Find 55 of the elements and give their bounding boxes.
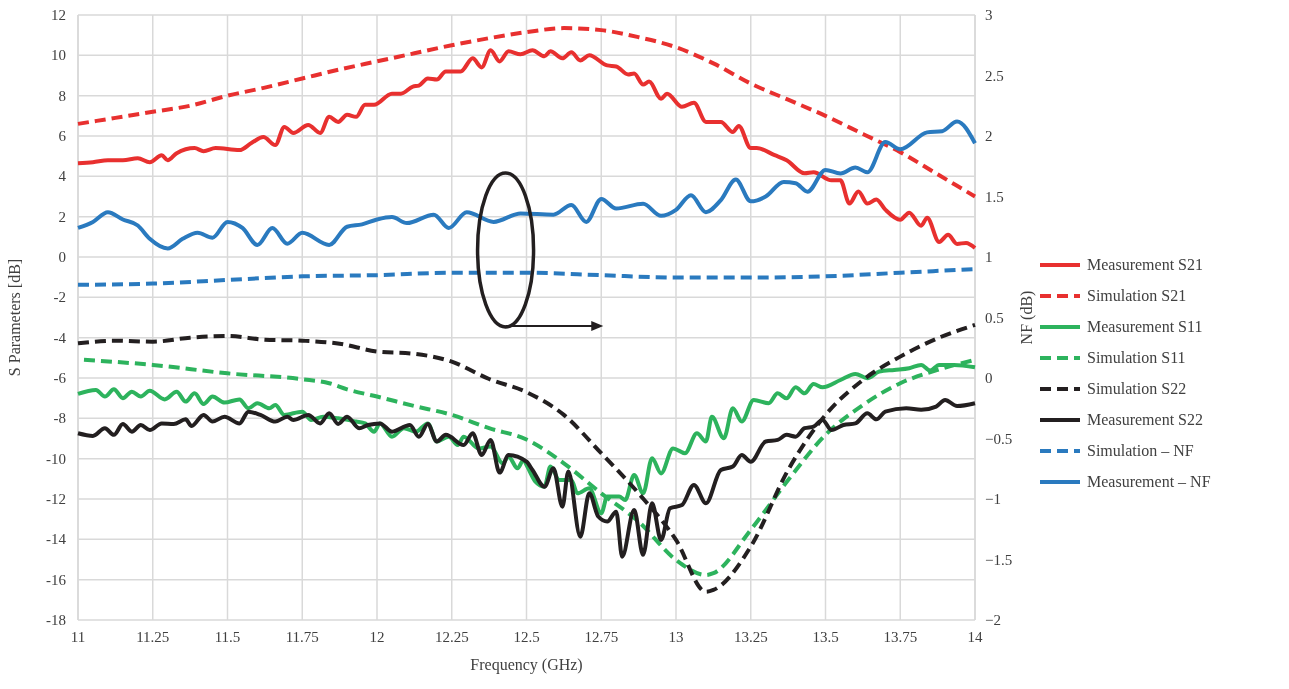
y-tick-label: 0	[58, 249, 66, 265]
legend-label: Simulation S21	[1087, 287, 1187, 304]
legend-label: Measurement S11	[1087, 318, 1203, 335]
y2-tick-label: 0.5	[985, 309, 1004, 326]
y2-tick-label: 1	[985, 249, 993, 265]
line-series	[76, 119, 977, 251]
y-tick-label: -6	[53, 370, 67, 386]
y-tick-label: 8	[58, 87, 66, 104]
legend-label: Measurement – NF	[1087, 473, 1211, 490]
line-series	[76, 26, 977, 199]
line-series	[76, 322, 977, 594]
x-tick-label: 13.5	[812, 629, 839, 645]
y-tick-label: 12	[51, 7, 66, 23]
x-tick-label: 11.25	[136, 629, 170, 645]
legend-label: Measurement S21	[1087, 256, 1203, 273]
y-tick-label: -18	[46, 612, 66, 628]
x-tick-label: 14	[967, 629, 983, 645]
x-axis-title: Frequency (GHz)	[470, 656, 583, 674]
y2-axis-title: NF (dB)	[1018, 290, 1036, 345]
y2-tick-label: 2	[985, 128, 993, 144]
y2-tick-label: −1.5	[985, 551, 1013, 568]
x-tick-label: 12.5	[513, 629, 540, 645]
y-tick-label: -16	[46, 571, 67, 588]
y-tick-label: 10	[51, 47, 66, 64]
y-tick-label: -4	[53, 329, 67, 346]
y-tick-label: -10	[46, 450, 66, 467]
legend-label: Simulation S22	[1087, 380, 1187, 397]
y-tick-label: 4	[58, 168, 67, 185]
line-series	[76, 48, 977, 250]
x-tick-label: 12.25	[434, 629, 469, 645]
y2-tick-label: −0.5	[985, 430, 1013, 447]
y2-tick-label: 3	[985, 7, 993, 23]
y-axis-title: S Parameters [dB]	[6, 258, 23, 377]
x-tick-label: 13	[668, 629, 684, 645]
x-tick-label: 13.75	[883, 629, 918, 645]
x-tick-label: 11	[70, 629, 86, 645]
y-tick-label: 2	[58, 208, 66, 225]
y-tick-label: -2	[53, 289, 66, 306]
legend-label: Simulation – NF	[1087, 442, 1194, 459]
legend-label: Measurement S22	[1087, 411, 1203, 428]
y-tick-label: -12	[46, 491, 66, 507]
x-tick-label: 11.5	[214, 629, 241, 645]
y-tick-label: -8	[53, 410, 66, 427]
y2-tick-label: 1.5	[985, 188, 1004, 205]
legend-label: Simulation S11	[1087, 349, 1186, 366]
y2-tick-label: −2	[985, 612, 1001, 628]
x-tick-label: 12.75	[584, 629, 619, 645]
y2-tick-label: 0	[985, 370, 993, 386]
y2-tick-label: −1	[985, 491, 1001, 507]
x-tick-label: 12	[369, 629, 385, 645]
y-tick-label: -14	[46, 531, 67, 548]
y-tick-label: 6	[58, 128, 67, 144]
x-tick-label: 11.75	[285, 629, 319, 645]
y2-tick-label: 2.5	[985, 67, 1004, 84]
x-tick-label: 13.25	[733, 629, 768, 645]
